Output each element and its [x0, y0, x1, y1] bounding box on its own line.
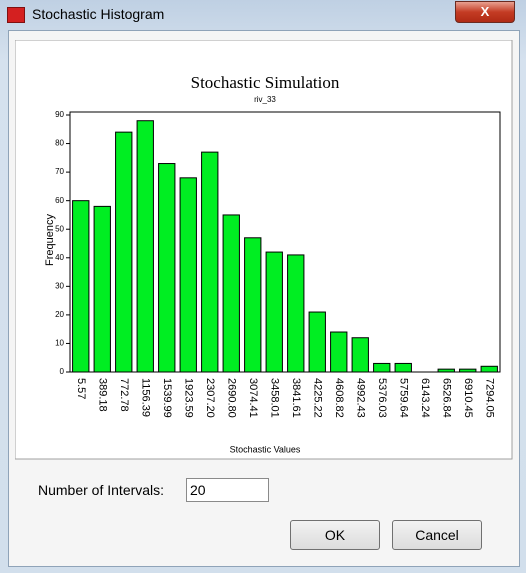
y-tick-label: 60	[55, 196, 64, 205]
x-tick-label: 4992.43	[354, 378, 366, 418]
y-axis-label: Frequency	[44, 214, 56, 266]
plot-area	[69, 111, 501, 373]
bar	[115, 131, 133, 373]
x-tick-label: 772.78	[118, 378, 130, 412]
x-tick-label: 6526.84	[440, 378, 452, 418]
chart-subtitle: riv_33	[254, 95, 276, 104]
bar	[287, 254, 305, 373]
y-tick-label: 30	[55, 281, 64, 290]
y-tick-label: 0	[60, 367, 65, 376]
bar	[373, 362, 391, 373]
bar	[459, 368, 477, 373]
y-tick-label: 50	[55, 224, 64, 233]
bar	[330, 331, 348, 373]
x-axis-label: Stochastic Values	[230, 444, 301, 454]
x-tick-label: 3074.41	[247, 378, 259, 418]
x-tick-label: 1539.99	[161, 378, 173, 418]
bar	[265, 251, 283, 373]
x-tick-label: 2690.80	[225, 378, 237, 418]
window-icon	[7, 7, 25, 23]
x-tick-label: 1923.59	[182, 378, 194, 418]
x-tick-label: 5.57	[75, 378, 87, 399]
y-tick-label: 90	[55, 110, 64, 119]
bar	[244, 237, 262, 373]
y-tick-label: 10	[55, 339, 64, 348]
chart-title: Stochastic Simulation	[191, 73, 340, 92]
bar	[222, 214, 240, 373]
window-title: Stochastic Histogram	[32, 6, 165, 22]
bar	[179, 177, 197, 373]
bar	[72, 200, 90, 373]
x-tick-label: 5376.03	[376, 378, 388, 418]
x-tick-label: 4608.82	[333, 378, 345, 418]
x-tick-label: 1156.39	[139, 378, 151, 417]
y-tick-label: 80	[55, 139, 64, 148]
bar	[308, 311, 326, 373]
x-tick-label: 5759.64	[397, 378, 409, 418]
x-tick-label: 7294.05	[483, 378, 495, 418]
intervals-input[interactable]: 20	[186, 478, 269, 502]
bar	[437, 368, 455, 373]
x-tick-label: 3458.01	[268, 378, 280, 418]
y-tick-label: 40	[55, 253, 64, 262]
x-tick-label: 6910.45	[462, 378, 474, 418]
chart: Stochastic Simulation riv_33 Stochastic …	[15, 40, 513, 460]
bar	[136, 120, 154, 373]
bar	[480, 365, 498, 373]
x-tick-label: 2307.20	[204, 378, 216, 418]
x-tick-label: 6143.24	[419, 378, 431, 418]
y-tick-label: 20	[55, 310, 64, 319]
bar	[93, 205, 111, 373]
bar	[158, 163, 176, 373]
intervals-label: Number of Intervals:	[38, 482, 165, 498]
close-button[interactable]: X	[455, 1, 515, 23]
bar	[201, 151, 219, 373]
y-tick-label: 70	[55, 167, 64, 176]
cancel-button[interactable]: Cancel	[392, 520, 482, 550]
bar	[351, 337, 369, 373]
x-tick-label: 389.18	[96, 378, 108, 412]
bar	[394, 362, 412, 373]
ok-button[interactable]: OK	[290, 520, 380, 550]
x-tick-label: 4225.22	[311, 378, 323, 418]
x-tick-label: 3841.61	[290, 378, 302, 418]
